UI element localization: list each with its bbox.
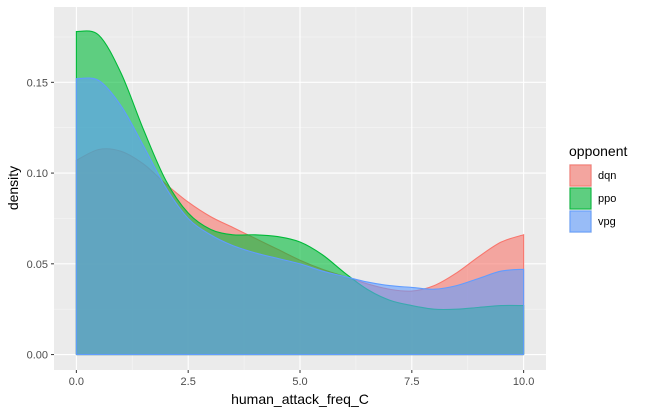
legend-label-vpg: vpg xyxy=(598,216,616,228)
legend-label-dqn: dqn xyxy=(598,170,616,182)
y-tick-label: 0.05 xyxy=(27,259,48,271)
x-axis: 0.0 2.5 5.0 7.5 10.0 xyxy=(69,370,534,388)
x-axis-title: human_attack_freq_C xyxy=(231,391,369,407)
legend-label-ppo: ppo xyxy=(598,193,616,205)
density-areas xyxy=(75,30,525,356)
x-tick-label: 10.0 xyxy=(513,376,534,388)
y-tick-label: 0.15 xyxy=(27,77,48,89)
x-tick-label: 0.0 xyxy=(69,376,84,388)
y-tick-label: 0.10 xyxy=(27,168,48,180)
legend-key-ppo xyxy=(569,187,592,210)
y-axis: 0.00 0.05 0.10 0.15 xyxy=(27,77,54,362)
legend-title: opponent xyxy=(569,143,628,159)
legend: opponent dqn ppo vpg xyxy=(569,143,628,233)
y-axis-title: density xyxy=(5,166,21,210)
density-area-vpg xyxy=(76,77,524,355)
x-tick-label: 7.5 xyxy=(404,376,419,388)
x-tick-label: 2.5 xyxy=(181,376,196,388)
legend-key-dqn xyxy=(569,164,592,187)
x-tick-label: 5.0 xyxy=(292,376,307,388)
density-line-vpg xyxy=(75,77,525,355)
legend-key-vpg xyxy=(569,210,592,233)
y-tick-label: 0.00 xyxy=(27,350,48,362)
